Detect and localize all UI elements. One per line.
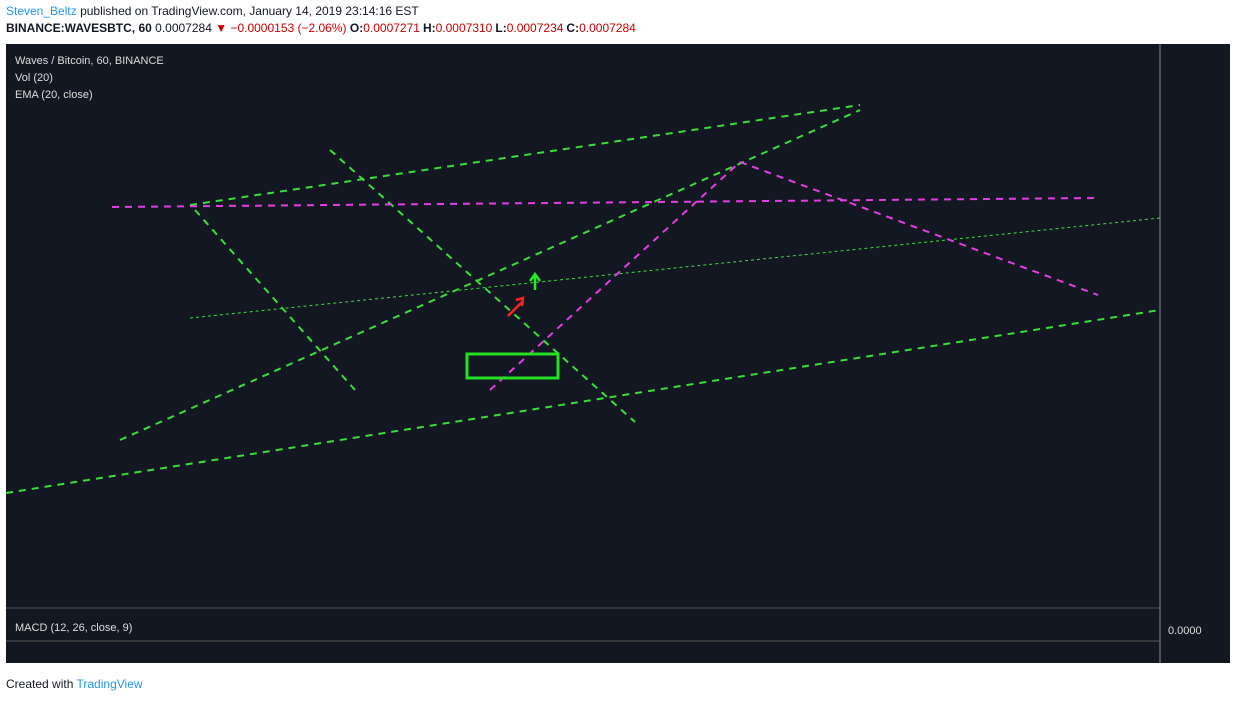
trend-line [194, 209, 356, 391]
ohlc-value: 0.0007310 [435, 21, 493, 35]
arrow [507, 296, 525, 317]
ohlc-label: H: [422, 21, 436, 35]
ohlc-label: O: [349, 21, 364, 35]
header-line: Steven_Beltz published on TradingView.co… [6, 4, 419, 18]
ohlc: O:0.0007271 H:0.0007310 L:0.0007234 C:0.000… [350, 21, 639, 35]
drawings [5, 104, 1161, 494]
footer-prefix: Created with [6, 677, 74, 691]
trend-line [111, 197, 1096, 208]
chart: Waves / Bitcoin, 60, BINANCE Vol (20) EM… [5, 44, 1230, 663]
ohlc-label: C: [566, 21, 580, 35]
publisher[interactable]: Steven_Beltz [6, 4, 77, 18]
chart-bg [6, 44, 1230, 663]
trend-line [329, 149, 636, 423]
ohlc-value: 0.0007284 [579, 21, 636, 35]
trend-line [489, 161, 741, 391]
trend-line [739, 161, 1099, 296]
symbol: BINANCE:WAVESBTC, 60 [6, 21, 152, 35]
chart-title: Waves / Bitcoin, 60, BINANCE [15, 55, 164, 67]
symbol-line: BINANCE:WAVESBTC, 60 0.0007284 ▼ −0.0000… [6, 21, 639, 35]
indicator-label: Vol (20) [15, 72, 53, 84]
last: 0.0007284 [155, 21, 212, 35]
macd-label: MACD (12, 26, close, 9) [15, 622, 132, 634]
ohlc-value: 0.0007234 [506, 21, 564, 35]
macd-tick: 0.0000 [1168, 625, 1202, 637]
box [465, 352, 560, 380]
footer: Created with TradingView [6, 677, 143, 691]
ohlc-label: L: [495, 21, 507, 35]
change: ▼ −0.0000153 (−2.06%) [215, 21, 347, 35]
indicator-label: EMA (20, close) [15, 89, 93, 101]
trend-line [189, 217, 1161, 319]
arrow [528, 271, 542, 290]
ohlc-value: 0.0007271 [363, 21, 420, 35]
footer-brand[interactable]: TradingView [76, 677, 143, 691]
trend-line [189, 104, 861, 206]
trend-line [119, 109, 861, 441]
published: published on TradingView.com, January 14… [80, 4, 419, 18]
